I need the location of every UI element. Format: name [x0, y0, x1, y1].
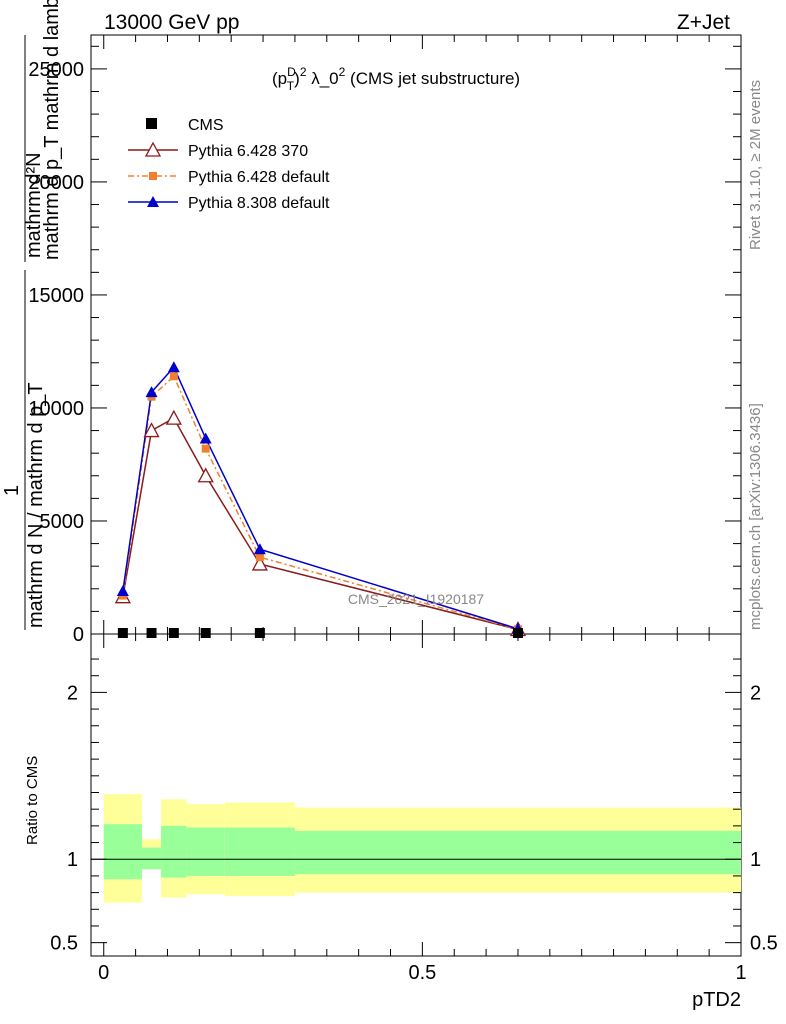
series-point-2 — [199, 432, 212, 444]
ratio-band-inner — [103, 824, 142, 880]
ratio-band-inner — [141, 847, 162, 870]
series-point-0 — [165, 409, 182, 425]
ratio-tick-label-right: 0.5 — [750, 933, 778, 955]
process-label: Z+Jet — [677, 11, 730, 34]
energy-label: 13000 GeV pp — [104, 11, 239, 34]
series-point-1 — [201, 444, 210, 453]
ratio-tick-label-right: 1 — [750, 849, 761, 871]
ratio-tick-label-left: 0.5 — [50, 933, 78, 955]
cms-data-point — [254, 628, 265, 638]
y-tick-label: 10000 — [28, 398, 84, 420]
y-tick-label: 5000 — [40, 511, 85, 533]
ratio-band-inner — [294, 830, 741, 875]
y-axis-label-ratio: Ratio to CMS — [24, 756, 41, 845]
series-point-2 — [116, 585, 129, 597]
cms-data-point — [200, 628, 211, 638]
ratio-tick-label-left: 2 — [67, 682, 78, 704]
plot-title: (pD T)2 λ_02 (CMS jet substructure) — [272, 65, 520, 93]
legend-marker-pythia8-default — [147, 196, 159, 207]
cms-data-point — [117, 628, 128, 638]
x-axis-label: pTD2 — [692, 989, 741, 1011]
ratio-band-inner — [161, 825, 187, 878]
rivet-label: Rivet 3.1.10, ≥ 2M events — [747, 80, 764, 250]
series-point-0 — [251, 555, 268, 571]
legend-marker-pythia6-370 — [144, 141, 162, 157]
legend: CMS Pythia 6.428 370 Pythia 6.428 defaul… — [128, 117, 330, 212]
cms-data-point — [168, 628, 179, 638]
y-tick-label: 0 — [73, 624, 84, 646]
y-label-prefix-denominator: mathrm d N / mathrm d p_T — [25, 382, 47, 628]
series-line-0 — [122, 417, 519, 631]
ratio-uncertainty-bands — [91, 794, 741, 903]
series-point-1 — [169, 372, 178, 381]
ratio-band-inner — [224, 827, 295, 876]
y-tick-label: 25000 — [28, 59, 84, 81]
series-point-0 — [197, 467, 214, 483]
mcplots-label: mcplots.cern.ch [arXiv:1306.3436] — [747, 403, 764, 630]
series-point-2 — [167, 361, 180, 373]
analysis-watermark: CMS_2021_I1920187 — [348, 591, 484, 607]
x-tick-label: 0 — [98, 962, 109, 984]
series-line-1 — [122, 375, 519, 630]
legend-marker-pythia6-default — [149, 172, 157, 180]
series-line-2 — [122, 365, 519, 630]
y-axis-label-main: mathrm d²N mathrm d p_T mathrm d lambda … — [1, 0, 63, 630]
series-layer — [114, 361, 527, 638]
x-tick-label: 1 — [735, 962, 746, 984]
x-tick-label: 0.5 — [408, 962, 436, 984]
ratio-tick-label-right: 2 — [750, 682, 761, 704]
cms-data-point — [146, 628, 157, 638]
ratio-panel-frame — [90, 633, 742, 957]
series-point-2 — [145, 386, 158, 398]
legend-label-pythia8-default: Pythia 8.308 default — [188, 195, 330, 212]
series-point-0 — [143, 422, 160, 438]
ratio-tick-label-left: 1 — [67, 849, 78, 871]
ratio-band-inner — [186, 827, 225, 876]
y-tick-label: 15000 — [28, 285, 84, 307]
y-label-denominator: mathrm d p_T mathrm d lambda — [41, 0, 63, 260]
y-label-numerator: mathrm d²N — [23, 152, 45, 258]
y-label-prefix: 1 — [1, 485, 23, 496]
legend-label-cms: CMS — [188, 117, 224, 134]
legend-label-pythia6-370: Pythia 6.428 370 — [188, 143, 308, 160]
legend-marker-cms — [146, 118, 157, 129]
legend-label-pythia6-default: Pythia 6.428 default — [188, 169, 330, 186]
cms-data-point — [512, 628, 523, 638]
y-tick-label: 20000 — [28, 172, 84, 194]
series-point-1 — [255, 553, 264, 562]
series-point-2 — [253, 543, 266, 555]
